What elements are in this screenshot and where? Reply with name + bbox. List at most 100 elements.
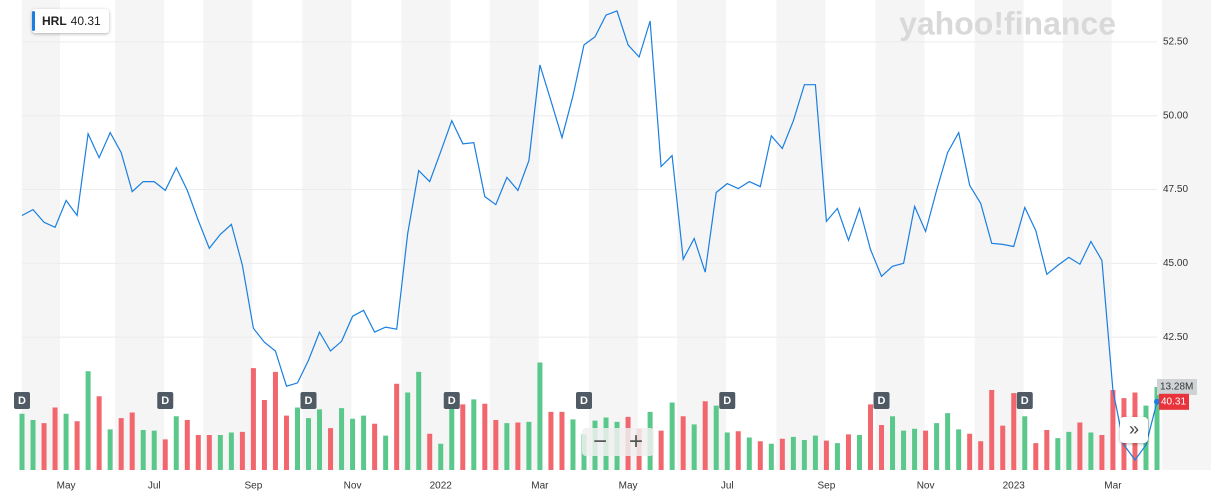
volume-bar bbox=[52, 407, 58, 470]
volume-bar bbox=[691, 424, 697, 470]
x-tick-label: Sep bbox=[818, 481, 836, 492]
dividend-marker[interactable]: D bbox=[300, 392, 317, 409]
volume-bar bbox=[735, 431, 741, 470]
volume-bar bbox=[867, 404, 873, 470]
volume-bar bbox=[30, 420, 36, 470]
y-tick-label: 47.50 bbox=[1163, 184, 1188, 195]
volume-bar bbox=[702, 401, 708, 470]
volume-bar bbox=[856, 435, 862, 470]
price-tag-label: 40.31 bbox=[1161, 396, 1186, 407]
volume-bar bbox=[19, 413, 25, 470]
legend-symbol: HRL bbox=[42, 14, 67, 28]
volume-bar bbox=[140, 430, 146, 470]
month-shade bbox=[677, 0, 727, 470]
legend-price: 40.31 bbox=[70, 14, 101, 28]
x-tick-label: May bbox=[619, 481, 638, 492]
volume-bar bbox=[504, 423, 510, 470]
dividend-badge bbox=[157, 392, 174, 409]
dividend-marker[interactable]: D bbox=[1016, 392, 1033, 409]
volume-bar bbox=[669, 402, 675, 470]
month-shade bbox=[401, 0, 451, 470]
volume-bar bbox=[713, 405, 719, 470]
volume-bar bbox=[151, 430, 157, 470]
x-tick-label: Nov bbox=[344, 481, 362, 492]
volume-bar bbox=[493, 420, 499, 470]
y-tick-label: 45.00 bbox=[1163, 258, 1188, 269]
zoom-out[interactable]: − bbox=[592, 428, 607, 455]
zoom-in[interactable]: + bbox=[628, 428, 643, 455]
dividend-label: D bbox=[1021, 395, 1029, 407]
volume-bar bbox=[306, 418, 312, 470]
dividend-marker[interactable]: D bbox=[14, 392, 30, 409]
volume-bar bbox=[845, 434, 851, 470]
x-tick-label: Jul bbox=[721, 481, 734, 492]
volume-bar bbox=[890, 416, 896, 470]
volume-bar bbox=[790, 436, 796, 470]
month-shade bbox=[115, 0, 165, 470]
volume-bar bbox=[261, 400, 267, 470]
dividend-marker[interactable]: D bbox=[873, 392, 890, 409]
price-line bbox=[21, 10, 1158, 462]
volume-bar bbox=[272, 371, 278, 470]
dividend-label: D bbox=[18, 395, 26, 407]
volume-bar bbox=[1055, 438, 1061, 470]
volume-bar bbox=[967, 433, 973, 470]
volume-bar bbox=[812, 435, 818, 470]
volume-bar bbox=[85, 371, 91, 470]
dividend-marker[interactable]: D bbox=[157, 392, 174, 409]
volume-bar bbox=[239, 431, 245, 470]
month-shade bbox=[776, 0, 826, 470]
y-tick-label: 52.50 bbox=[1163, 37, 1188, 48]
month-shade bbox=[203, 0, 253, 470]
month-shade bbox=[302, 0, 352, 470]
volume-bar bbox=[482, 403, 488, 470]
watermark: yahoo!finance bbox=[899, 5, 1116, 41]
x-tick-label: May bbox=[57, 481, 76, 492]
volume-bar bbox=[63, 413, 69, 470]
dividend-badge bbox=[873, 392, 890, 409]
volume-bar bbox=[283, 415, 289, 470]
volume-bar bbox=[471, 399, 477, 470]
volume-bar bbox=[184, 420, 190, 470]
month-shade bbox=[1062, 0, 1112, 470]
dividend-label: D bbox=[161, 395, 169, 407]
dividend-label: D bbox=[878, 395, 886, 407]
volume-bar bbox=[438, 443, 444, 470]
volume-bar bbox=[757, 441, 763, 470]
month-shade bbox=[588, 0, 638, 470]
expand-button[interactable]: » bbox=[1120, 417, 1148, 443]
x-tick-label: Mar bbox=[531, 481, 549, 492]
volume-bar bbox=[1066, 431, 1072, 470]
volume-bar bbox=[383, 435, 389, 470]
dividend-marker[interactable]: D bbox=[719, 392, 736, 409]
volume-bar bbox=[746, 437, 752, 470]
month-shade bbox=[489, 0, 539, 470]
volume-bar bbox=[1099, 435, 1105, 470]
dividend-marker[interactable]: D bbox=[575, 392, 592, 409]
volume-bar bbox=[129, 412, 135, 470]
volume-bar bbox=[978, 441, 984, 470]
month-shade bbox=[875, 0, 925, 470]
volume-bar bbox=[41, 423, 47, 470]
volume-bar bbox=[118, 418, 124, 470]
volume-bar bbox=[460, 404, 466, 470]
volume-bar bbox=[1077, 422, 1083, 470]
volume-bar bbox=[823, 440, 829, 470]
volume-bar bbox=[923, 430, 929, 470]
zoom-controls: − + bbox=[582, 428, 654, 456]
dividend-label: D bbox=[448, 395, 456, 407]
legend[interactable]: HRL 40.31 bbox=[32, 9, 109, 33]
volume-bar bbox=[416, 371, 422, 470]
volume-bar bbox=[195, 435, 201, 470]
volume-bar bbox=[934, 423, 940, 470]
volume-bar bbox=[328, 428, 334, 470]
x-tick-label: 2022 bbox=[430, 481, 453, 492]
month-shade bbox=[974, 0, 1024, 470]
dividend-label: D bbox=[305, 395, 313, 407]
dividend-badge bbox=[719, 392, 736, 409]
volume-bar bbox=[217, 435, 223, 470]
volume-bar bbox=[945, 413, 951, 470]
dividend-marker[interactable]: D bbox=[443, 392, 460, 409]
volume-bar bbox=[361, 415, 367, 470]
dividend-badge bbox=[1016, 392, 1033, 409]
